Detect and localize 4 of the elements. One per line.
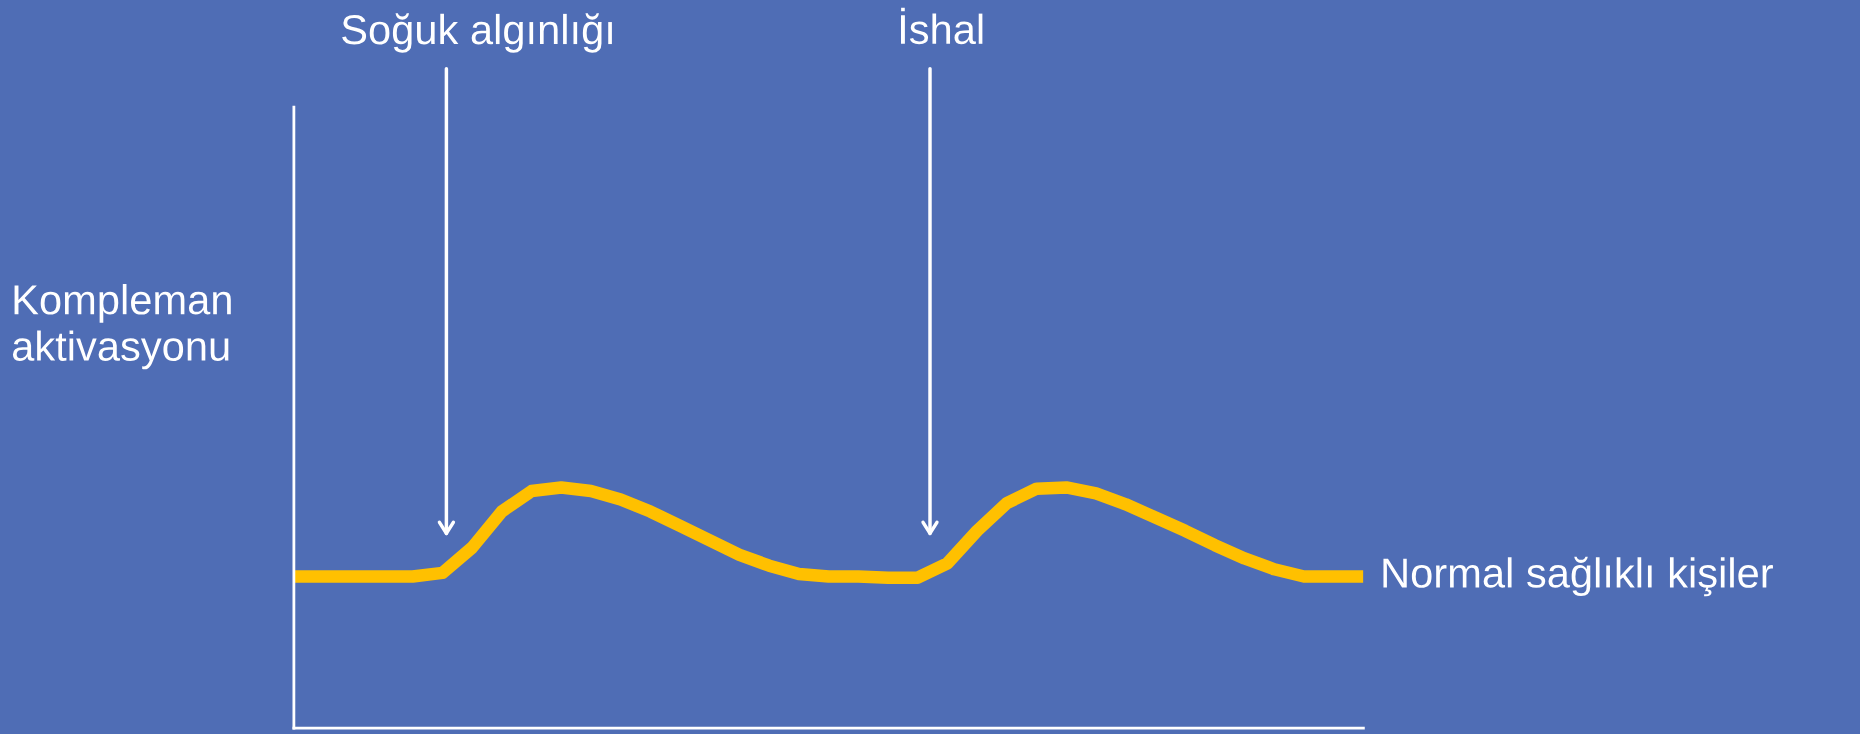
text: Soğuk algınlığı (342, 13, 612, 53)
text: İshal (901, 7, 983, 45)
y-axis-title: Kompleman aktivasyonu (12, 284, 231, 370)
series-label: Normal sağlıklı kişiler (1383, 556, 1773, 597)
